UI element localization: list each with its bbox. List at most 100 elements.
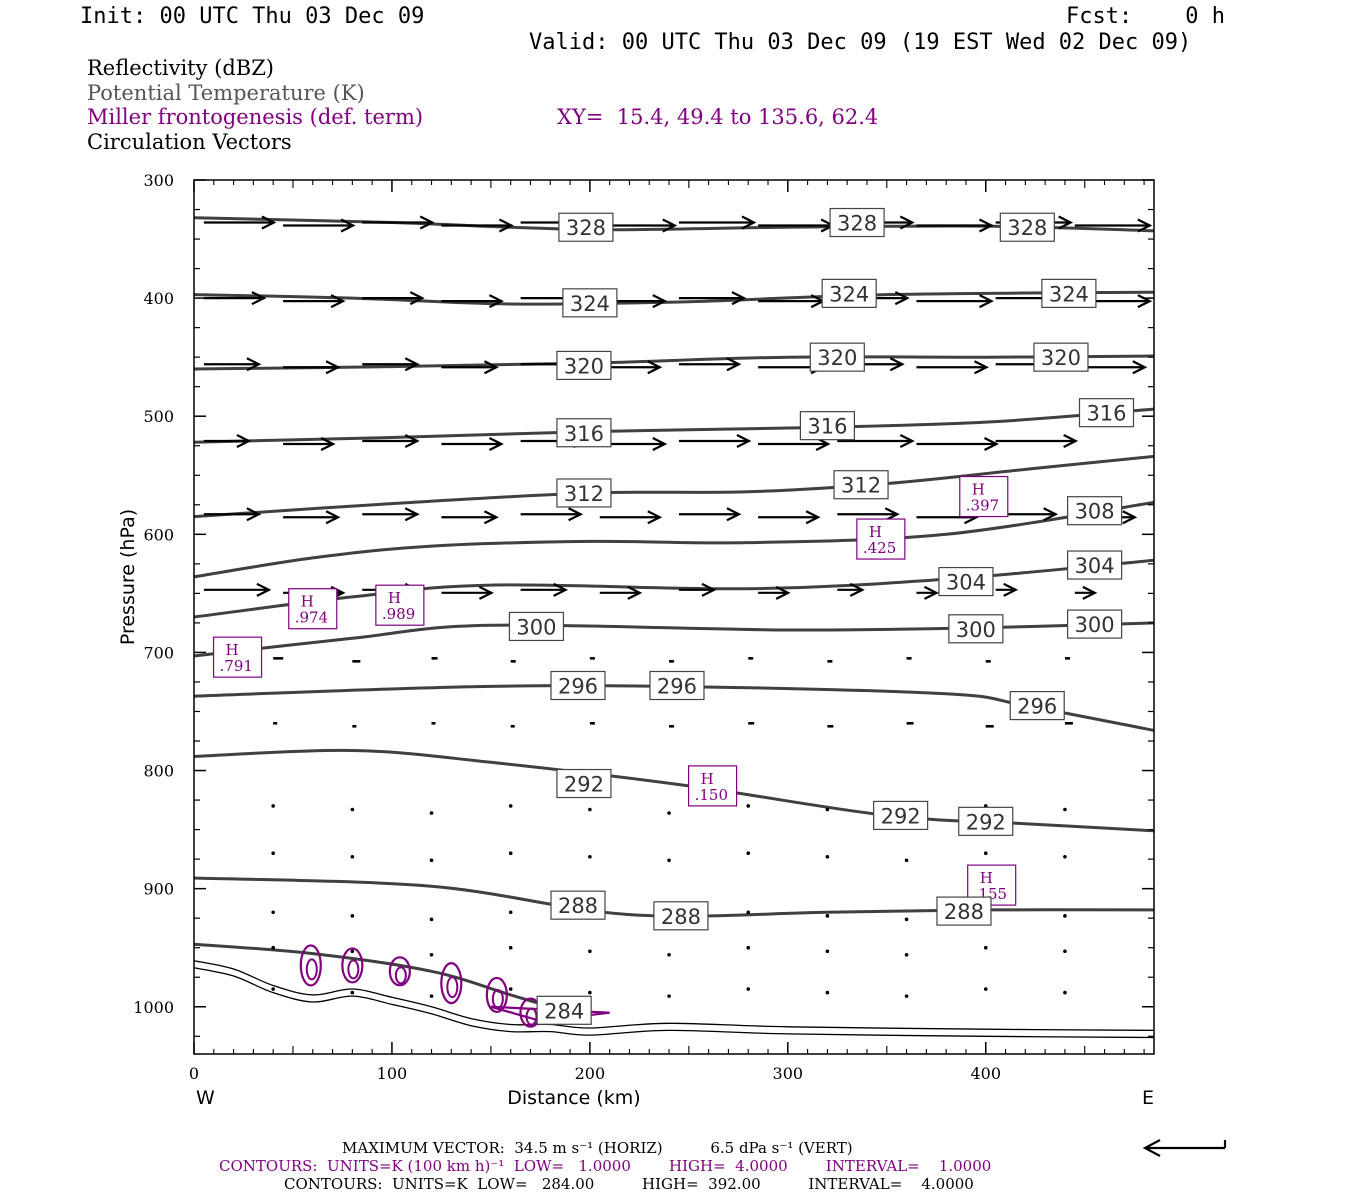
vector-head <box>1137 294 1153 309</box>
vector-dot <box>508 804 513 808</box>
theta-label: 300 <box>516 615 556 639</box>
legend-theta: Potential Temperature (K) <box>87 81 365 105</box>
frontogenesis-contour <box>299 944 322 987</box>
forecast-hour: Fcst: 0 h <box>1066 4 1225 29</box>
vector-dot <box>271 987 275 991</box>
theta-label-box <box>821 278 877 308</box>
x-tick-label: 400 <box>970 1064 1001 1083</box>
vector-dot <box>667 952 671 957</box>
theta-contour-320 <box>193 354 1155 371</box>
theta-label: 316 <box>564 422 604 446</box>
frontogenesis-max-value: .974 <box>295 609 328 627</box>
y-tick-label: 1000 <box>133 998 174 1017</box>
terrain-line-lower <box>193 967 1155 1039</box>
vector-dot <box>1063 990 1067 995</box>
vector-head <box>701 582 717 597</box>
vector-head <box>1003 582 1019 597</box>
vector-dot <box>825 990 830 995</box>
vector-dot <box>508 987 513 991</box>
theta-label-box <box>508 611 565 642</box>
vector-head <box>899 434 915 449</box>
vector-dot <box>271 804 275 808</box>
vector-dot <box>1063 949 1067 954</box>
frontogenesis-max-box <box>288 588 338 630</box>
vector-head <box>498 218 514 233</box>
vector-dot <box>904 917 909 922</box>
vector-head <box>568 507 584 522</box>
theta-label: 316 <box>1086 402 1126 426</box>
theta-label-box <box>873 800 929 831</box>
vector-head <box>483 510 499 525</box>
vector-dot <box>746 987 751 991</box>
vector-head <box>731 291 747 306</box>
vector-head <box>627 585 643 600</box>
theta-label-box <box>948 614 1004 644</box>
vector-dot <box>350 807 355 812</box>
vector-dot <box>983 987 988 991</box>
frontogenesis-max-value: .397 <box>966 497 999 515</box>
vector-dot <box>350 990 355 995</box>
vector-head <box>889 357 905 372</box>
frontogenesis-max-box <box>687 765 738 807</box>
vector-dot <box>350 949 355 954</box>
vector-dot <box>667 994 671 998</box>
theta-label-box <box>649 670 705 701</box>
vector-head <box>256 582 272 597</box>
vector-head <box>652 294 668 309</box>
theta-label-box <box>958 806 1014 836</box>
vector-dot <box>508 851 513 856</box>
vector-head <box>973 360 989 375</box>
frontogenesis-max-box <box>375 584 425 626</box>
vector-head <box>340 218 356 233</box>
theta-label-box <box>550 890 606 920</box>
vector-dot <box>904 858 909 863</box>
vector-dot <box>429 811 434 815</box>
frontogenesis-max-box <box>856 518 906 560</box>
theta-contour-304 <box>193 558 1155 619</box>
theta-label-box <box>1067 550 1123 580</box>
vector-head <box>647 360 663 375</box>
vector-dot <box>667 858 671 863</box>
vector-head <box>320 437 336 452</box>
vector-head <box>488 294 504 309</box>
theta-contour-316 <box>193 407 1155 444</box>
vector-dot <box>508 910 513 915</box>
theta-label-box <box>938 566 994 597</box>
vector-dot <box>1063 914 1067 918</box>
theta-label: 288 <box>944 900 984 924</box>
theta-label: 312 <box>841 474 881 498</box>
frontogenesis-max-value: .791 <box>220 657 253 675</box>
x-tick-label: 100 <box>377 1064 408 1083</box>
theta-label: 316 <box>807 415 847 439</box>
vector-head <box>775 585 791 600</box>
theta-label-box <box>936 896 992 926</box>
theta-label: 308 <box>1075 500 1115 524</box>
y-tick-label: 300 <box>143 171 174 190</box>
vector-head <box>1063 434 1079 449</box>
x-tick-label: 0 <box>189 1064 199 1083</box>
theta-label-box <box>550 670 606 701</box>
vector-dot <box>746 804 751 808</box>
theta-label: 328 <box>1007 216 1047 240</box>
theta-label-box <box>1033 342 1089 372</box>
frontogenesis-contour <box>341 947 364 984</box>
vector-dot <box>271 910 275 915</box>
vector-dot <box>983 851 988 856</box>
vector-head <box>652 437 668 452</box>
frontogenesis-max-label: H <box>980 869 993 887</box>
vector-dot <box>825 807 830 812</box>
vector-dot <box>271 945 275 950</box>
axes: 300 400 500 600 700 800 900 1000 0 100 200 300 400 Di… <box>117 171 1155 1109</box>
frontogenesis-max-label: H <box>301 593 314 611</box>
vector-dot <box>1063 854 1067 859</box>
vector-head <box>884 507 900 522</box>
x-end-label-west: W <box>196 1087 215 1109</box>
theta-label: 296 <box>657 675 697 699</box>
theta-label-box <box>556 768 612 799</box>
y-tick-label: 800 <box>143 762 174 781</box>
theta-label: 320 <box>817 346 857 370</box>
x-end-label-east: E <box>1142 1087 1154 1109</box>
vector-dot <box>588 990 592 995</box>
